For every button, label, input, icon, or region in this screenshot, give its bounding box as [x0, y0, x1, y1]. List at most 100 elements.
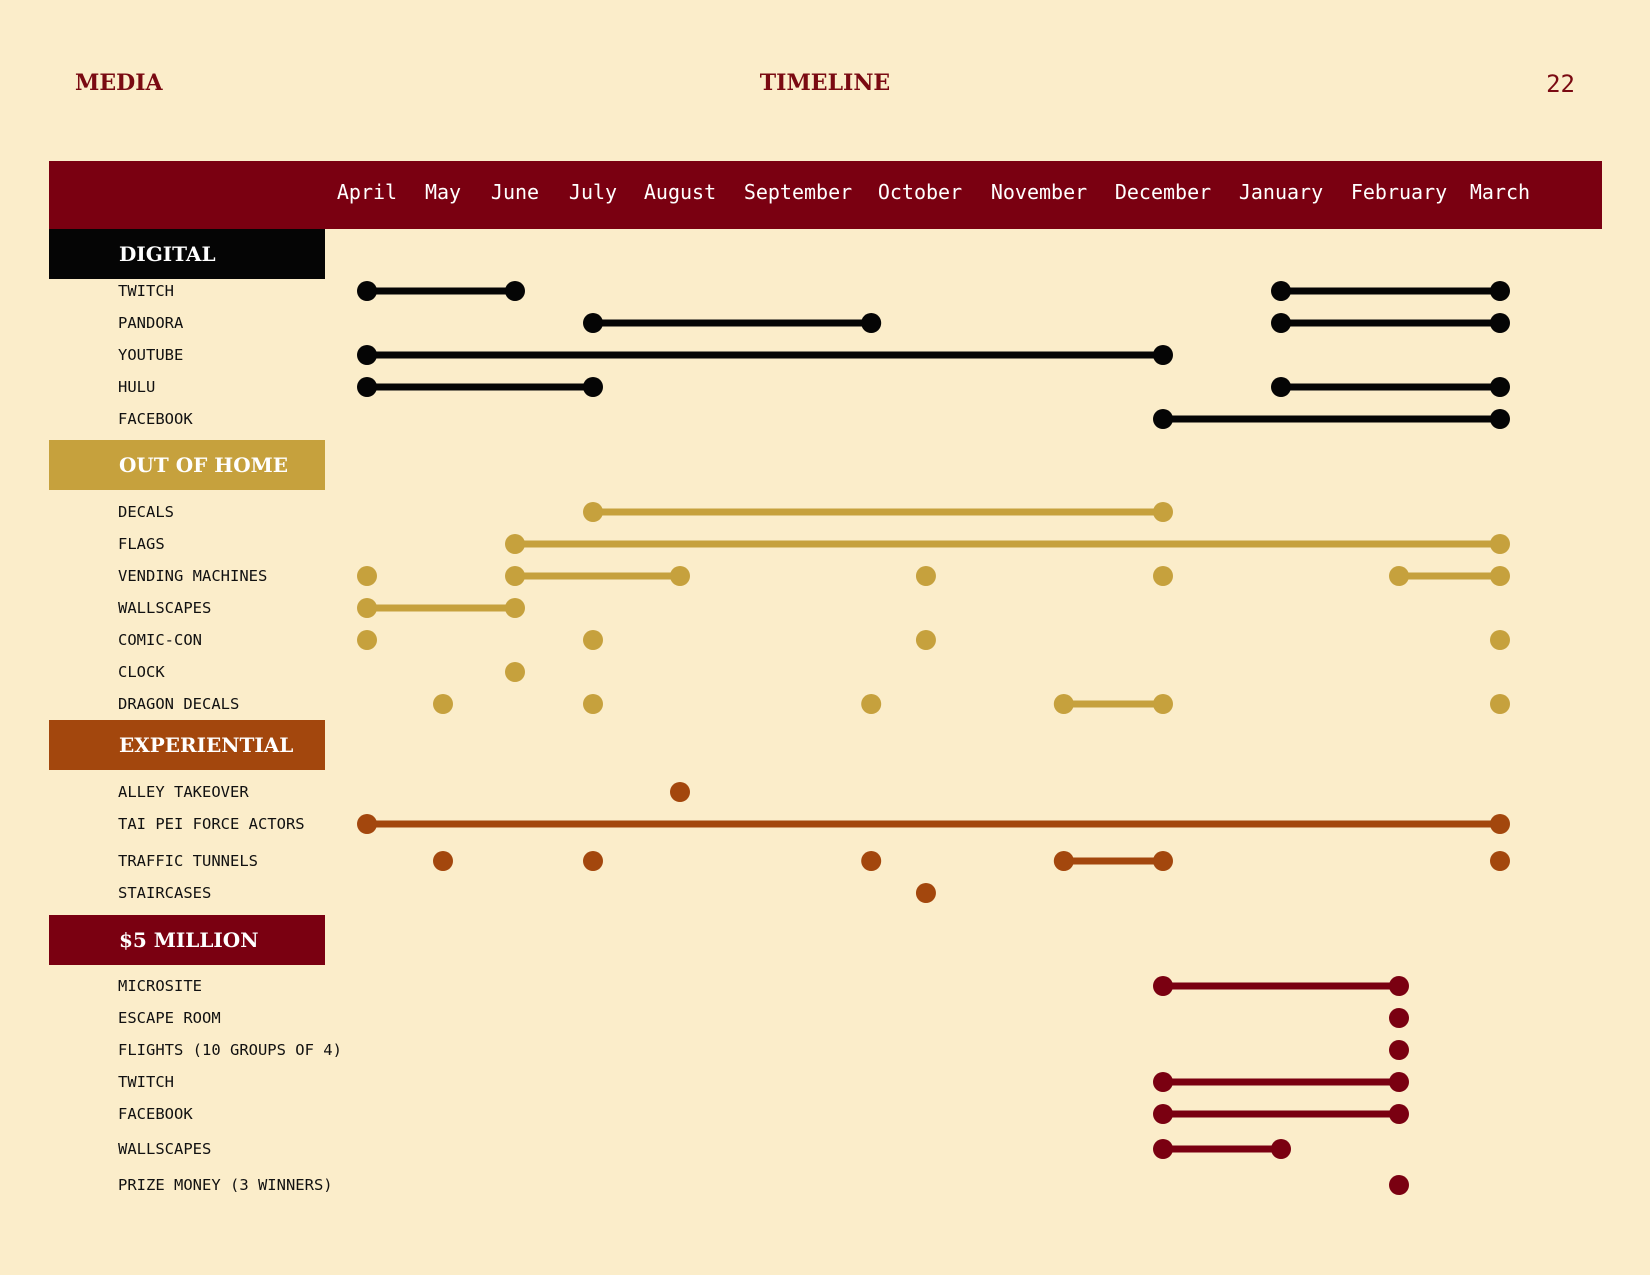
timeline-endpoint — [357, 814, 377, 834]
timeline-endpoint — [1490, 377, 1510, 397]
timeline-endpoint — [1271, 313, 1291, 333]
month-label-june: June — [490, 180, 540, 204]
month-label-april: April — [336, 180, 398, 204]
month-label-october: October — [877, 180, 963, 204]
timeline-point — [583, 694, 603, 714]
timeline-point — [357, 566, 377, 586]
timeline-endpoint — [1490, 534, 1510, 554]
timeline-point — [915, 883, 936, 903]
timeline-endpoint — [357, 377, 377, 397]
timeline-point — [861, 694, 882, 714]
row-label: FACEBOOK — [118, 410, 193, 428]
row-label: HULU — [118, 378, 156, 396]
timeline-endpoint — [1490, 566, 1510, 586]
timeline-point — [1490, 694, 1510, 714]
timeline-endpoint — [1153, 1104, 1173, 1124]
row-label: TWITCH — [118, 1073, 174, 1091]
timeline-endpoint — [1153, 1139, 1173, 1159]
timeline-endpoint — [1153, 976, 1173, 996]
timeline-point — [433, 694, 453, 714]
row-label: VENDING MACHINES — [118, 567, 268, 585]
timeline-point — [433, 851, 453, 871]
month-label-september: September — [743, 180, 853, 204]
timeline-point — [583, 630, 603, 650]
timeline-endpoint — [583, 313, 603, 333]
timeline-endpoint — [1271, 281, 1291, 301]
month-label-january: January — [1238, 180, 1324, 204]
timeline-point — [1490, 851, 1510, 871]
row-label: FLAGS — [118, 535, 165, 553]
timeline-endpoint — [1153, 345, 1173, 365]
row-label: PANDORA — [118, 314, 184, 332]
row-label: PRIZE MONEY (3 WINNERS) — [118, 1176, 333, 1194]
timeline-endpoint — [1389, 1072, 1409, 1092]
timeline-endpoint — [1490, 814, 1510, 834]
row-label: TRAFFIC TUNNELS — [118, 852, 258, 870]
timeline-endpoint — [1153, 1072, 1173, 1092]
timeline-endpoint — [1153, 851, 1173, 871]
timeline-endpoint — [357, 281, 377, 301]
timeline-point — [1153, 566, 1173, 586]
row-label: MICROSITE — [118, 977, 202, 995]
row-label: STAIRCASES — [118, 884, 212, 902]
row-label: WALLSCAPES — [118, 599, 212, 617]
timeline-point — [1490, 630, 1510, 650]
timeline-endpoint — [1271, 1139, 1291, 1159]
timeline-endpoint — [1389, 1104, 1409, 1124]
row-label: FACEBOOK — [118, 1105, 193, 1123]
row-label: COMIC-CON — [118, 631, 202, 649]
row-label: ESCAPE ROOM — [118, 1009, 221, 1027]
page-title: TIMELINE — [759, 70, 891, 96]
timeline-endpoint — [583, 377, 603, 397]
timeline-point — [915, 630, 936, 650]
month-label-march: March — [1469, 180, 1531, 204]
section-header-experiential: EXPERIENTIAL — [49, 720, 325, 770]
timeline-endpoint — [1153, 694, 1173, 714]
timeline-endpoint — [583, 502, 603, 522]
timeline-endpoint — [505, 598, 525, 618]
timeline-point — [505, 662, 525, 682]
row-label: WALLSCAPES — [118, 1140, 212, 1158]
timeline-point — [357, 630, 377, 650]
row-label: DECALS — [118, 503, 174, 521]
page-number: 22 — [1546, 70, 1575, 98]
timeline-point — [861, 851, 882, 871]
row-label: TWITCH — [118, 282, 174, 300]
row-label: CLOCK — [118, 663, 165, 681]
timeline-point — [915, 566, 936, 586]
month-label-february: February — [1350, 180, 1448, 204]
section-header-five-million: $5 MILLION — [49, 915, 325, 965]
timeline-endpoint — [357, 598, 377, 618]
timeline-endpoint — [1389, 976, 1409, 996]
timeline-endpoint — [357, 345, 377, 365]
month-label-december: December — [1114, 180, 1212, 204]
timeline-endpoint — [1153, 502, 1173, 522]
header-section-label: MEDIA — [75, 70, 163, 96]
timeline-endpoint — [861, 313, 882, 333]
month-label-november: November — [990, 180, 1088, 204]
timeline-endpoint — [1490, 313, 1510, 333]
row-label: TAI PEI FORCE ACTORS — [118, 815, 305, 833]
section-header-digital: DIGITAL — [49, 229, 325, 279]
timeline-endpoint — [670, 566, 690, 586]
timeline-point — [670, 782, 690, 802]
timeline-endpoint — [505, 281, 525, 301]
timeline-endpoint — [1053, 694, 1074, 714]
timeline-endpoint — [1271, 377, 1291, 397]
month-label-august: August — [643, 180, 717, 204]
month-label-july: July — [568, 180, 618, 204]
row-label: YOUTUBE — [118, 346, 184, 364]
row-label: DRAGON DECALS — [118, 695, 240, 713]
timeline-endpoint — [1490, 409, 1510, 429]
timeline-endpoint — [505, 566, 525, 586]
row-label: FLIGHTS (10 GROUPS OF 4) — [118, 1041, 342, 1059]
timeline-endpoint — [1389, 566, 1409, 586]
timeline-endpoint — [1053, 851, 1074, 871]
section-header-out-of-home: OUT OF HOME — [49, 440, 325, 490]
row-label: ALLEY TAKEOVER — [118, 783, 249, 801]
timeline-point — [1389, 1008, 1409, 1028]
timeline-point — [583, 851, 603, 871]
timeline-point — [1389, 1175, 1409, 1195]
timeline-endpoint — [1490, 281, 1510, 301]
